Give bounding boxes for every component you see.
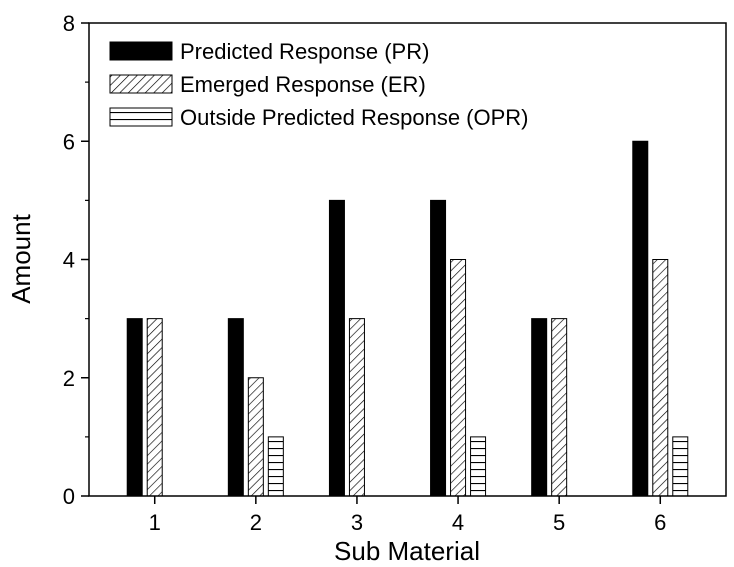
legend-label-pr: Predicted Response (PR) — [180, 39, 429, 64]
x-tick-label: 2 — [250, 510, 262, 535]
y-tick-label: 4 — [63, 248, 75, 273]
bar-pr-4 — [430, 199, 447, 497]
y-tick-label: 8 — [63, 11, 75, 36]
bar-pr-2 — [227, 318, 244, 497]
bar-opr-6 — [672, 436, 689, 497]
bar-pr-3 — [328, 199, 345, 497]
y-tick-label: 6 — [63, 129, 75, 154]
legend-swatch-opr — [109, 107, 173, 127]
bar-er-2 — [247, 377, 264, 497]
bar-opr-4 — [470, 436, 487, 497]
bar-er-3 — [348, 318, 365, 497]
x-axis-title: Sub Material — [334, 536, 480, 566]
bar-pr-6 — [632, 140, 649, 497]
legend-swatch-er — [109, 74, 173, 94]
y-tick-label: 0 — [63, 484, 75, 509]
bars-layer — [126, 140, 689, 497]
bar-er-4 — [450, 259, 467, 497]
x-tick-label: 6 — [654, 510, 666, 535]
x-tick-label: 1 — [149, 510, 161, 535]
bar-er-5 — [551, 318, 568, 497]
bar-opr-2 — [267, 436, 284, 497]
x-axis: 1 2 3 4 5 6 — [149, 496, 666, 535]
legend-swatch-pr — [109, 41, 173, 61]
y-axis: 0 2 4 6 8 — [63, 11, 89, 509]
y-axis-title: Amount — [6, 213, 36, 303]
legend-label-er: Emerged Response (ER) — [180, 72, 426, 97]
bar-er-1 — [146, 318, 163, 497]
bar-pr-1 — [126, 318, 143, 497]
y-tick-label: 2 — [63, 366, 75, 391]
legend-label-opr: Outside Predicted Response (OPR) — [180, 105, 529, 130]
bar-er-6 — [652, 259, 669, 497]
x-tick-label: 4 — [452, 510, 464, 535]
x-tick-label: 5 — [553, 510, 565, 535]
bar-pr-5 — [531, 318, 548, 497]
x-tick-label: 3 — [351, 510, 363, 535]
legend: Predicted Response (PR) Emerged Response … — [109, 39, 529, 130]
